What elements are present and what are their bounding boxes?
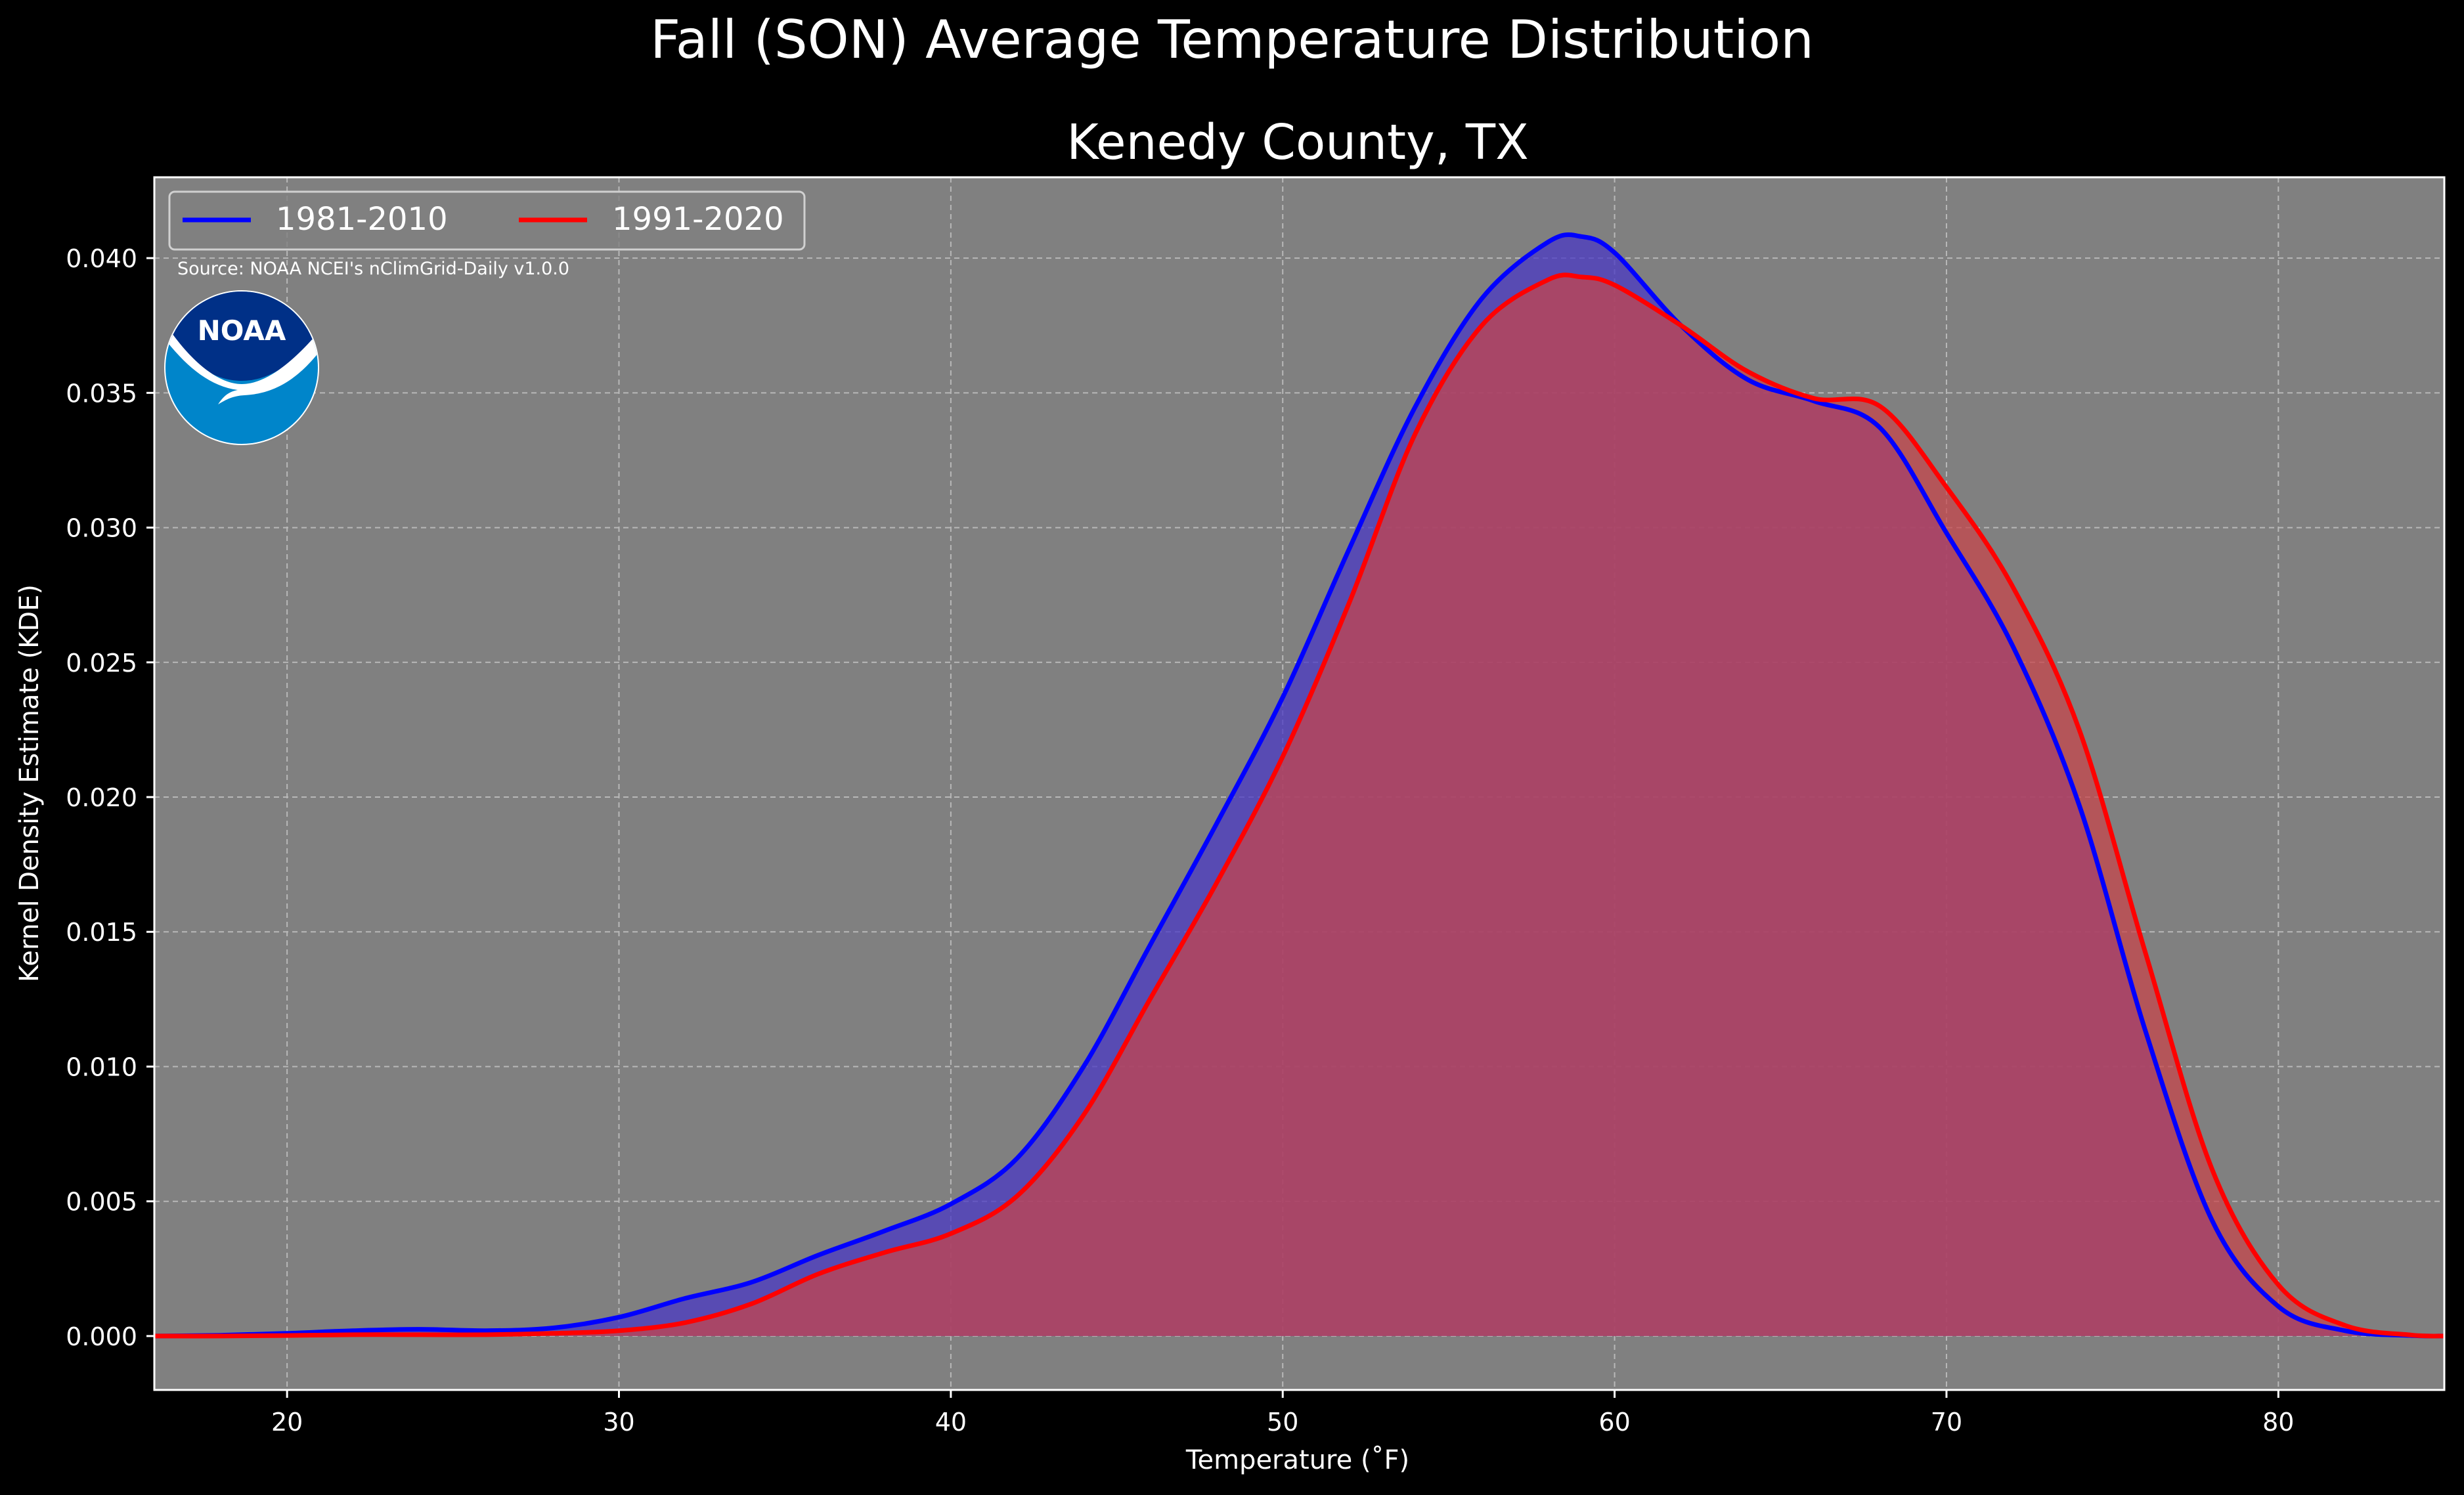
legend: 1981-2010 1991-2020	[168, 190, 806, 251]
figure-suptitle: Fall (SON) Average Temperature Distribut…	[650, 9, 1814, 70]
x-tick-label: 50	[1267, 1408, 1298, 1437]
x-axis-ticks: 20 30 40 50 60 70 80	[271, 1390, 2294, 1437]
y-axis-ticks: 0.000 0.005 0.010 0.015 0.020 0.025 0.030 0.035…	[66, 244, 154, 1351]
y-tick-label: 0.000	[66, 1322, 137, 1351]
y-tick-label: 0.015	[66, 918, 137, 947]
y-tick-label: 0.005	[66, 1188, 137, 1217]
x-tick-label: 70	[1931, 1408, 1962, 1437]
noaa-logo: NOAA	[164, 290, 319, 445]
series-fills	[154, 234, 2444, 1337]
x-tick-label: 80	[2262, 1408, 2294, 1437]
noaa-logo-gull-icon	[165, 322, 318, 404]
noaa-logo-sky	[165, 292, 318, 381]
chart-title: Kenedy County, TX	[1067, 114, 1529, 171]
x-tick-label: 40	[935, 1408, 967, 1437]
legend-label-1991-2020: 1991-2020	[612, 201, 784, 238]
series-line-1981-2010	[154, 232, 2445, 1339]
y-tick-label: 0.040	[66, 244, 137, 273]
y-tick-label: 0.035	[66, 379, 137, 408]
x-tick-label: 30	[603, 1408, 634, 1437]
legend-label-1981-2010: 1981-2010	[276, 201, 448, 238]
y-tick-label: 0.020	[66, 783, 137, 812]
series-line-1991-2020	[154, 272, 2445, 1339]
y-tick-label: 0.025	[66, 649, 137, 678]
y-tick-label: 0.010	[66, 1052, 137, 1081]
series-lines	[154, 232, 2445, 1339]
noaa-logo-text: NOAA	[198, 314, 286, 347]
plot-frame	[153, 176, 2446, 1391]
y-axis-label: Kernel Density Estimate (KDE)	[14, 584, 45, 982]
source-note: Source: NOAA NCEI's nClimGrid-Daily v1.0…	[177, 259, 569, 279]
x-tick-label: 20	[271, 1408, 303, 1437]
area-fill-1991-2020	[154, 274, 2444, 1337]
legend-box	[168, 190, 806, 251]
y-tick-label: 0.030	[66, 514, 137, 543]
x-axis-label: Temperature (˚F)	[1185, 1445, 1409, 1475]
x-tick-label: 60	[1598, 1408, 1630, 1437]
